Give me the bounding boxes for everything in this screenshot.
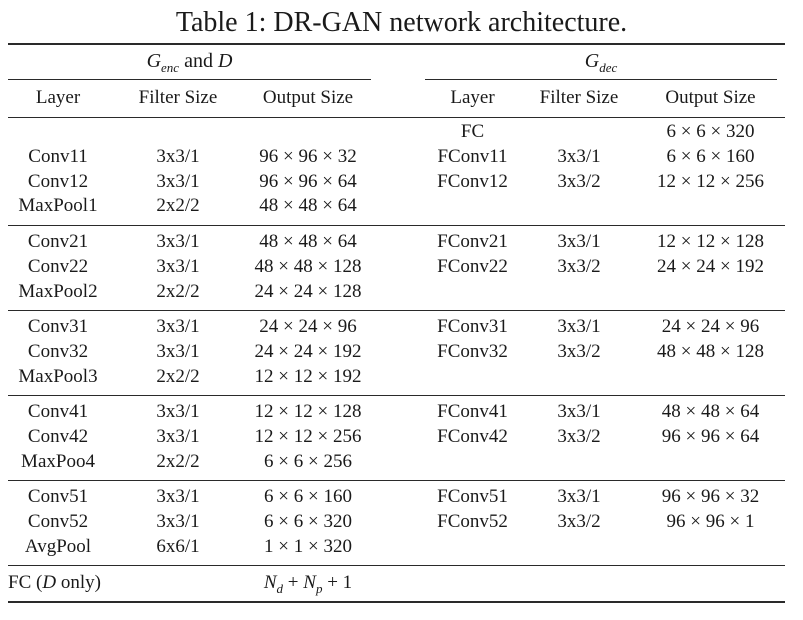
col-head-dec-filter: Filter Size <box>539 87 619 108</box>
block-rule <box>8 395 785 396</box>
fc-d-only-output: Nd + Np + 1 <box>263 572 353 596</box>
dec-output-cell: 48 × 48 × 64 <box>661 401 760 422</box>
dec-layer-cell: FC <box>460 121 485 142</box>
dec-filter-cell: 3x3/2 <box>557 510 601 532</box>
enc-output-cell: 24 × 24 × 128 <box>254 280 362 302</box>
enc-output-cell: 48 × 48 × 64 <box>259 195 357 217</box>
dec-output-cell: 96 × 96 × 32 <box>661 486 760 507</box>
enc-filter-cell: 3x3/1 <box>156 170 200 192</box>
dec-output-cell: 24 × 24 × 192 <box>657 255 764 277</box>
enc-layer-cell: Conv51 <box>27 486 89 507</box>
dec-layer-cell: FConv51 <box>437 486 508 507</box>
block-rule <box>8 310 785 311</box>
block-rule <box>8 225 785 226</box>
enc-output-cell: 1 × 1 × 320 <box>264 535 352 557</box>
enc-layer-cell: MaxPool1 <box>18 195 98 217</box>
enc-filter-cell: 2x2/2 <box>156 280 200 302</box>
enc-filter-cell: 2x2/2 <box>156 195 200 217</box>
enc-layer-cell: Conv22 <box>27 255 89 277</box>
enc-output-cell: 48 × 48 × 128 <box>254 255 362 277</box>
dec-layer-cell: FConv22 <box>437 255 508 277</box>
enc-layer-cell: MaxPool2 <box>18 280 98 302</box>
table-caption: Table 1: DR-GAN network architecture. <box>175 7 628 38</box>
enc-output-cell: 48 × 48 × 64 <box>259 231 357 252</box>
group-head-encoder: Genc and D <box>146 50 233 75</box>
fc-d-only-label: FC (D only) <box>8 572 101 593</box>
dec-filter-cell: 3x3/2 <box>557 170 601 192</box>
header-rule <box>8 117 785 118</box>
enc-filter-cell: 3x3/1 <box>156 401 200 422</box>
enc-filter-cell: 3x3/1 <box>156 425 200 447</box>
col-head-dec-output: Output Size <box>665 87 756 108</box>
enc-filter-cell: 3x3/1 <box>156 486 200 507</box>
enc-layer-cell: AvgPool <box>24 535 92 557</box>
enc-output-cell: 12 × 12 × 256 <box>254 425 362 447</box>
dec-filter-cell: 3x3/1 <box>557 145 601 167</box>
dec-layer-cell: FConv12 <box>437 170 508 192</box>
group-rule-decoder <box>425 79 777 80</box>
enc-output-cell: 12 × 12 × 192 <box>254 365 362 387</box>
dec-output-cell: 12 × 12 × 128 <box>657 231 764 252</box>
dec-filter-cell: 3x3/1 <box>557 486 601 507</box>
enc-filter-cell: 3x3/1 <box>156 316 200 337</box>
dec-output-cell: 6 × 6 × 320 <box>666 121 755 142</box>
enc-layer-cell: Conv52 <box>27 510 89 532</box>
dec-layer-cell: FConv41 <box>437 401 508 422</box>
enc-filter-cell: 2x2/2 <box>156 450 200 472</box>
col-head-enc-layer: Layer <box>35 87 81 108</box>
enc-filter-cell: 3x3/1 <box>156 145 200 167</box>
enc-filter-cell: 3x3/1 <box>156 340 200 362</box>
dec-output-cell: 12 × 12 × 256 <box>657 170 764 192</box>
enc-output-cell: 24 × 24 × 96 <box>259 316 357 337</box>
enc-layer-cell: Conv41 <box>27 401 89 422</box>
dec-filter-cell: 3x3/1 <box>557 231 601 252</box>
enc-filter-cell: 3x3/1 <box>156 255 200 277</box>
dec-filter-cell: 3x3/1 <box>557 316 601 337</box>
enc-output-cell: 96 × 96 × 64 <box>259 170 357 192</box>
group-head-decoder: Gdec <box>584 50 618 75</box>
col-head-dec-layer: Layer <box>450 87 495 108</box>
enc-layer-cell: MaxPool3 <box>18 365 98 387</box>
dec-layer-cell: FConv31 <box>437 316 508 337</box>
enc-output-cell: 6 × 6 × 160 <box>264 486 352 507</box>
group-rule-encoder <box>8 79 371 80</box>
enc-filter-cell: 3x3/1 <box>156 231 200 252</box>
enc-output-cell: 12 × 12 × 128 <box>254 401 362 422</box>
enc-layer-cell: Conv31 <box>27 316 89 337</box>
dec-filter-cell: 3x3/1 <box>557 401 601 422</box>
dec-filter-cell: 3x3/2 <box>557 340 601 362</box>
dec-layer-cell: FConv11 <box>437 145 508 167</box>
enc-output-cell: 96 × 96 × 32 <box>259 145 357 167</box>
enc-output-cell: 6 × 6 × 256 <box>264 450 352 472</box>
block-rule <box>8 565 785 566</box>
dec-output-cell: 96 × 96 × 64 <box>661 425 760 447</box>
dec-filter-cell: 3x3/2 <box>557 425 601 447</box>
dec-output-cell: 96 × 96 × 1 <box>666 510 755 532</box>
dec-layer-cell: FConv21 <box>437 231 508 252</box>
enc-filter-cell: 6x6/1 <box>156 535 200 557</box>
block-rule <box>8 480 785 481</box>
dec-layer-cell: FConv32 <box>437 340 508 362</box>
enc-layer-cell: MaxPoo4 <box>21 450 95 472</box>
dec-output-cell: 24 × 24 × 96 <box>661 316 760 337</box>
enc-layer-cell: Conv32 <box>27 340 89 362</box>
enc-layer-cell: Conv11 <box>28 145 88 167</box>
dec-layer-cell: FConv52 <box>437 510 508 532</box>
enc-output-cell: 24 × 24 × 192 <box>254 340 362 362</box>
top-rule <box>8 43 785 45</box>
dec-output-cell: 48 × 48 × 128 <box>657 340 764 362</box>
enc-layer-cell: Conv42 <box>27 425 89 447</box>
col-head-enc-output: Output Size <box>262 87 354 108</box>
enc-output-cell: 6 × 6 × 320 <box>264 510 352 532</box>
enc-layer-cell: Conv12 <box>27 170 89 192</box>
dec-layer-cell: FConv42 <box>437 425 508 447</box>
bottom-rule <box>8 601 785 603</box>
enc-filter-cell: 3x3/1 <box>156 510 200 532</box>
dec-output-cell: 6 × 6 × 160 <box>666 145 755 167</box>
enc-filter-cell: 2x2/2 <box>156 365 200 387</box>
dec-filter-cell: 3x3/2 <box>557 255 601 277</box>
col-head-enc-filter: Filter Size <box>138 87 218 108</box>
enc-layer-cell: Conv21 <box>27 231 89 252</box>
